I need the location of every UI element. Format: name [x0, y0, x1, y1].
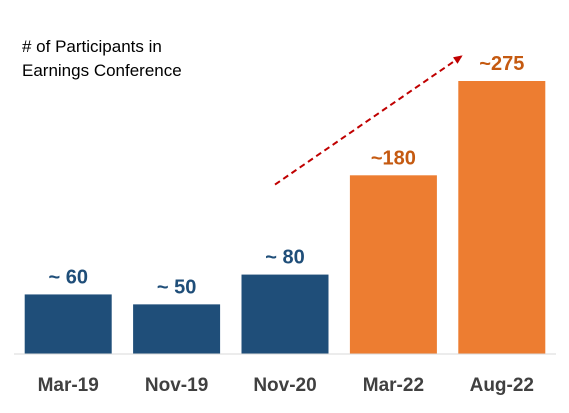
data-label-mar-19: ~ 60	[48, 266, 87, 288]
bar-mar-22	[349, 175, 437, 354]
trend-arrow	[274, 55, 463, 186]
bar-nov-19	[133, 304, 221, 354]
x-tick-label-mar-22: Mar-22	[363, 375, 424, 396]
bar-mar-19	[24, 294, 112, 354]
bar-nov-20	[241, 274, 329, 354]
data-label-mar-22: ~180	[371, 147, 416, 169]
x-tick-label-mar-19: Mar-19	[38, 375, 99, 396]
x-tick-label-aug-22: Aug-22	[470, 375, 534, 396]
chart-title-line-2: Earnings Conference	[22, 61, 182, 80]
data-label-nov-20: ~ 80	[265, 247, 304, 269]
data-label-aug-22: ~275	[479, 53, 524, 75]
x-tick-label-nov-20: Nov-20	[253, 375, 316, 396]
data-label-nov-19: ~ 50	[157, 276, 196, 298]
x-tick-label-nov-19: Nov-19	[145, 375, 208, 396]
chart-title-line-1: # of Participants in	[22, 37, 162, 56]
bar-aug-22	[458, 81, 546, 354]
